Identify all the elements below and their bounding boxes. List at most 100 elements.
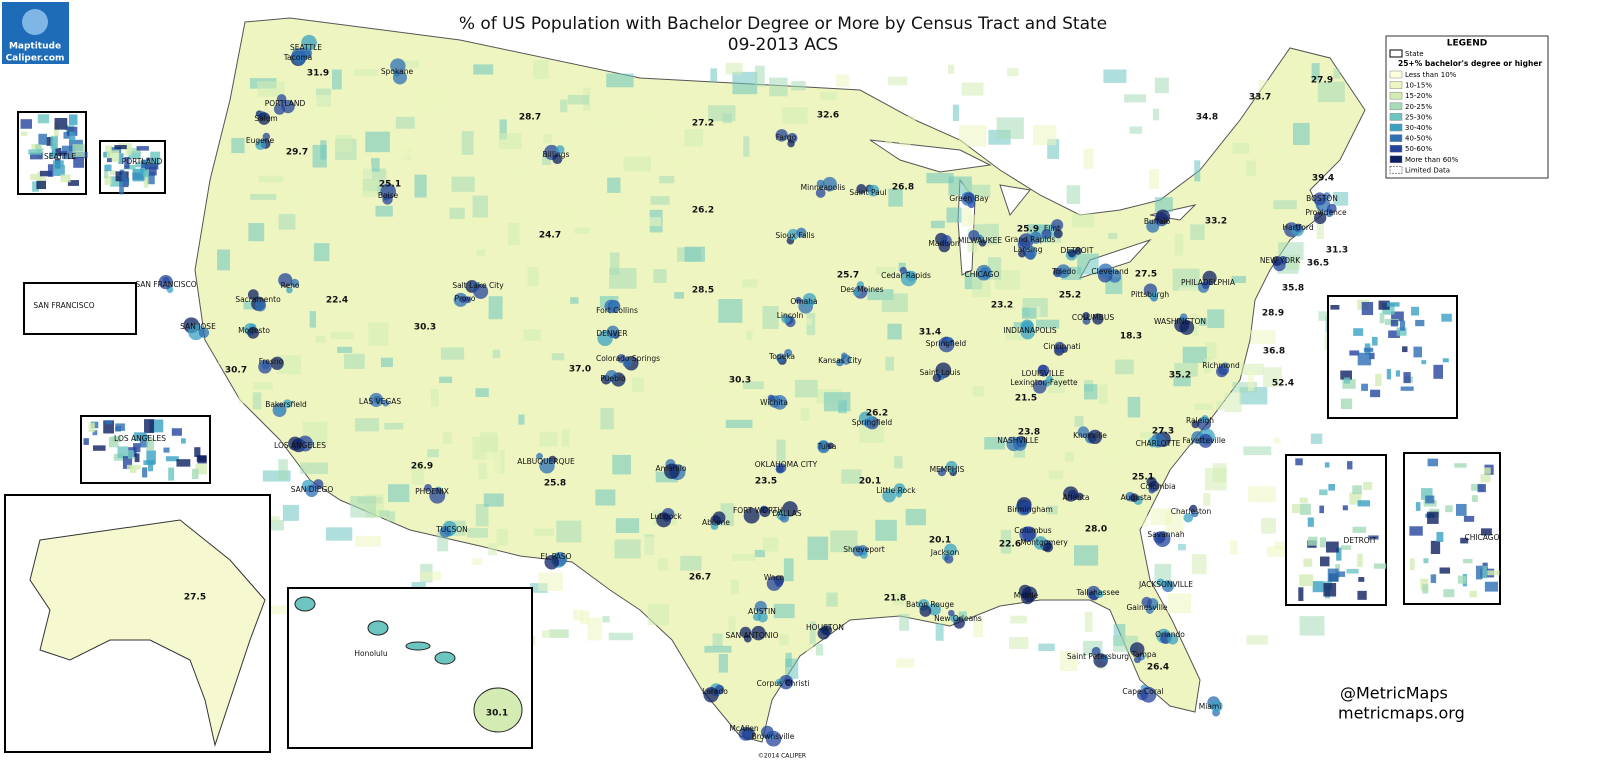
urban-shade: [1087, 429, 1103, 445]
inset-shade: [109, 176, 124, 187]
inset-shade: [59, 151, 67, 156]
inset-shade: [1395, 370, 1401, 377]
tract-shade: [876, 267, 896, 275]
legend-label: 20-25%: [1405, 103, 1432, 111]
inset-shade: [139, 434, 149, 448]
tract-shade: [1033, 125, 1057, 146]
inset-shade: [1300, 503, 1311, 515]
tract-shade: [1144, 360, 1154, 383]
state-value: 26.2: [692, 206, 714, 216]
inset-shade: [127, 450, 134, 459]
tract-shade: [638, 149, 653, 160]
inset-shade: [37, 114, 50, 124]
tract-shade: [1296, 64, 1312, 81]
inset-shade: [39, 170, 53, 177]
urban-shade: [867, 184, 880, 197]
city-label: WASHINGTON: [1154, 317, 1206, 326]
city-label: DETROIT: [1060, 246, 1093, 255]
urban-shade: [948, 609, 955, 617]
city-label: JACKSONVILLE: [1138, 580, 1193, 589]
tract-shade: [414, 174, 427, 198]
tract-shade: [466, 528, 489, 538]
urban-shade: [278, 273, 293, 288]
tract-shade: [496, 528, 509, 546]
city-label: SAN ANTONIO: [726, 631, 779, 640]
tract-shade: [1047, 139, 1060, 159]
inset-shade: [103, 151, 111, 158]
urban-shade: [424, 484, 432, 492]
tract-shade: [762, 305, 779, 329]
inset-shade: [1353, 328, 1364, 336]
tract-shade: [935, 623, 944, 641]
urban-shade: [390, 58, 406, 74]
city-label: Kansas City: [818, 356, 862, 365]
urban-shade: [703, 687, 719, 703]
urban-shade: [759, 506, 771, 518]
inset-shade: [1442, 358, 1449, 363]
inset-shade: [104, 164, 112, 172]
tract-shade: [742, 381, 764, 390]
urban-shade: [1020, 591, 1035, 605]
urban-shade: [1041, 228, 1052, 239]
tract-shade: [1154, 77, 1169, 94]
inset-shade: [146, 172, 155, 185]
tract-shade: [1333, 191, 1349, 206]
urban-shade: [1147, 437, 1159, 448]
inset-shade: [1463, 558, 1473, 564]
city-label: Tampa: [1131, 650, 1157, 659]
inset-shade: [1342, 505, 1348, 511]
urban-shade: [1054, 341, 1066, 353]
tract-shade: [354, 69, 378, 76]
tract-shade: [1154, 330, 1170, 342]
urban-shade: [1164, 580, 1173, 589]
city-label: Gainesville: [1126, 603, 1167, 612]
city-label: TUCSON: [435, 525, 468, 534]
urban-shade: [539, 458, 555, 474]
city-label: McAllen: [729, 724, 759, 733]
urban-shade: [817, 440, 830, 454]
tract-shade: [419, 91, 446, 100]
tract-shade: [875, 519, 897, 541]
urban-shade: [751, 625, 766, 641]
urban-shade: [950, 614, 958, 623]
urban-shade: [276, 94, 287, 104]
tract-shade: [488, 296, 503, 320]
tract-shade: [900, 115, 916, 133]
tract-shade: [1274, 541, 1290, 550]
tract-shade: [532, 60, 549, 80]
city-label: Provo: [455, 294, 476, 303]
tract-shade: [560, 205, 579, 222]
urban-shade: [1067, 249, 1076, 258]
tract-shade: [393, 149, 408, 160]
legend-swatch: [1389, 113, 1403, 121]
tract-shade: [1247, 370, 1255, 391]
inset-shade: [20, 131, 28, 136]
tract-shade: [773, 603, 795, 619]
tract-shade: [746, 330, 753, 341]
state-value: 31.4: [919, 328, 941, 338]
urban-shade: [775, 678, 783, 686]
subtitle: 09-2013 ACS: [728, 35, 838, 55]
urban-shade: [1013, 437, 1027, 451]
inset-shade: [1427, 511, 1439, 524]
tract-shade: [595, 489, 616, 506]
inset-shade: [181, 438, 186, 444]
tract-shade: [1071, 344, 1089, 353]
tract-shade: [527, 267, 539, 287]
tract-shade: [755, 65, 765, 87]
state-value: 21.5: [1015, 394, 1037, 404]
state-value: 39.4: [1312, 174, 1334, 184]
inset-shade: [1347, 461, 1353, 470]
inset-shade: [1307, 517, 1314, 527]
tract-shade: [722, 113, 733, 124]
inset-shade: [88, 422, 95, 433]
tract-shade: [1048, 470, 1064, 480]
tract-shade: [567, 94, 590, 105]
city-label: Augusta: [1121, 493, 1152, 502]
state-value: 23.5: [755, 477, 777, 487]
inset-shade: [129, 466, 137, 473]
tract-shade: [217, 249, 230, 271]
urban-shade: [288, 436, 303, 451]
inset-shade: [1421, 360, 1427, 365]
tract-shade: [365, 131, 390, 153]
